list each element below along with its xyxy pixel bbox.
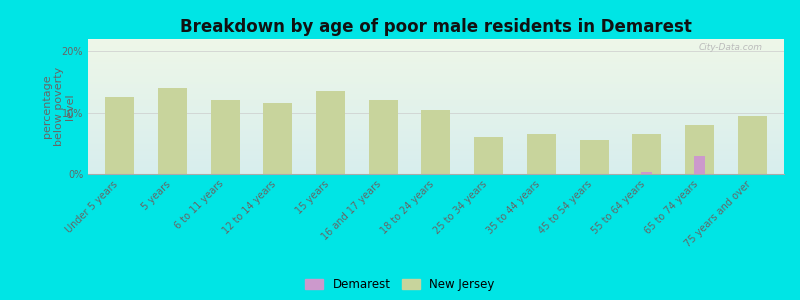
Text: City-Data.com: City-Data.com	[699, 43, 763, 52]
Legend: Demarest, New Jersey: Demarest, New Jersey	[306, 278, 494, 291]
Bar	[158, 88, 187, 174]
Bar	[642, 172, 653, 174]
Bar	[316, 91, 345, 174]
Bar	[422, 110, 450, 174]
Bar	[738, 116, 767, 174]
Bar	[685, 125, 714, 174]
Bar	[633, 134, 662, 174]
Y-axis label: percentage
below poverty
level: percentage below poverty level	[42, 67, 75, 146]
Bar	[263, 103, 292, 174]
Bar	[105, 97, 134, 174]
Bar	[694, 156, 705, 174]
Bar	[369, 100, 398, 174]
Bar	[527, 134, 556, 174]
Title: Breakdown by age of poor male residents in Demarest: Breakdown by age of poor male residents …	[180, 18, 692, 36]
Bar	[580, 140, 609, 174]
Bar	[210, 100, 239, 174]
Bar	[474, 137, 503, 174]
